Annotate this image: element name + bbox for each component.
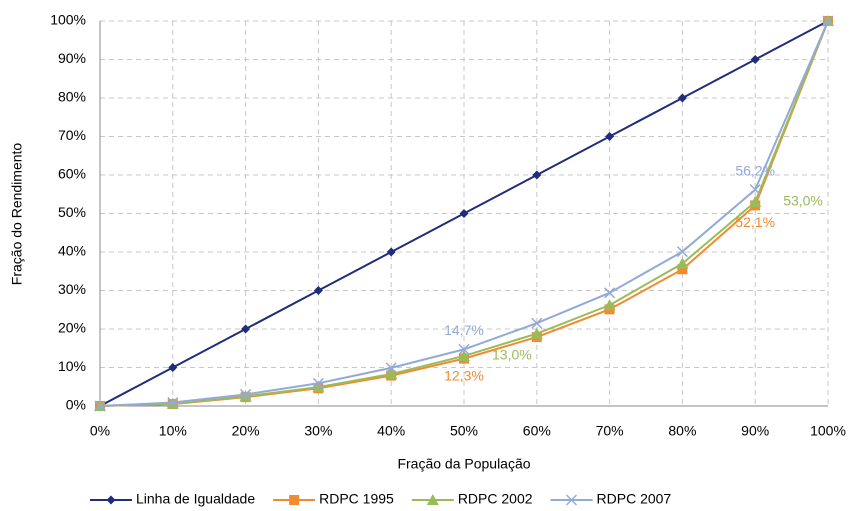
x-tick-label: 50%	[450, 423, 478, 439]
marker	[106, 495, 116, 505]
y-tick-label: 70%	[58, 127, 86, 143]
marker	[677, 93, 687, 103]
x-tick-label: 0%	[90, 423, 110, 439]
marker	[822, 15, 834, 27]
x-tick-label: 40%	[377, 423, 405, 439]
marker	[240, 388, 252, 400]
marker	[676, 246, 688, 258]
marker	[386, 247, 396, 257]
y-tick-label: 10%	[58, 358, 86, 374]
marker	[313, 286, 323, 295]
marker	[312, 381, 325, 393]
x-tick-label: 30%	[304, 423, 332, 439]
data-label: 56,2%	[735, 162, 775, 178]
legend-item: RDPC 2002	[411, 491, 533, 507]
legend-label: RDPC 2002	[458, 491, 533, 507]
y-tick-label: 50%	[58, 204, 86, 220]
legend-item: Linha de Igualdade	[90, 491, 255, 507]
marker	[750, 55, 760, 64]
marker	[458, 343, 470, 355]
marker	[312, 377, 324, 389]
legend-label: Linha de Igualdade	[136, 491, 255, 507]
x-tick-label: 20%	[232, 423, 260, 439]
x-tick-label: 80%	[668, 423, 696, 439]
marker	[239, 390, 252, 402]
y-tick-label: 30%	[58, 281, 86, 297]
marker	[677, 264, 688, 275]
x-tick-label: 70%	[596, 423, 624, 439]
marker	[530, 327, 543, 339]
x-tick-label: 60%	[523, 423, 551, 439]
x-tick-label: 90%	[741, 423, 769, 439]
marker	[426, 494, 439, 505]
x-tick-label: 10%	[159, 423, 187, 439]
x-axis-title: Fração da População	[397, 456, 530, 472]
marker	[385, 362, 397, 374]
marker	[676, 257, 689, 269]
y-tick-label: 20%	[58, 320, 86, 336]
marker	[289, 495, 300, 505]
marker	[459, 209, 469, 218]
marker	[241, 324, 251, 334]
marker	[458, 349, 470, 361]
y-tick-label: 90%	[58, 50, 86, 66]
marker	[531, 317, 543, 329]
marker	[168, 363, 178, 372]
data-label: 13,0%	[492, 347, 532, 363]
data-label: 14,7%	[444, 322, 484, 338]
y-tick-label: 60%	[58, 166, 86, 182]
marker	[532, 170, 542, 180]
y-tick-label: 0%	[66, 397, 86, 413]
marker	[565, 494, 578, 506]
y-tick-label: 40%	[58, 243, 86, 259]
legend-item: RDPC 1995	[273, 491, 394, 507]
marker	[94, 400, 106, 412]
data-label: 52,1%	[735, 214, 775, 230]
marker	[749, 184, 761, 196]
legend-label: RDPC 2007	[597, 491, 672, 507]
y-tick-label: 80%	[58, 89, 86, 105]
data-label: 12,3%	[444, 367, 484, 383]
marker	[604, 287, 616, 299]
y-axis-title: Fração do Rendimento	[9, 143, 25, 286]
legend-label: RDPC 1995	[319, 491, 394, 507]
y-tick-label: 100%	[50, 12, 86, 28]
x-tick-label: 100%	[810, 423, 846, 439]
data-label: 53,0%	[783, 193, 823, 209]
marker	[167, 397, 179, 409]
marker	[749, 195, 762, 207]
marker	[385, 368, 398, 380]
marker	[605, 132, 615, 141]
legend-item: RDPC 2007	[550, 491, 672, 507]
marker	[603, 299, 616, 311]
